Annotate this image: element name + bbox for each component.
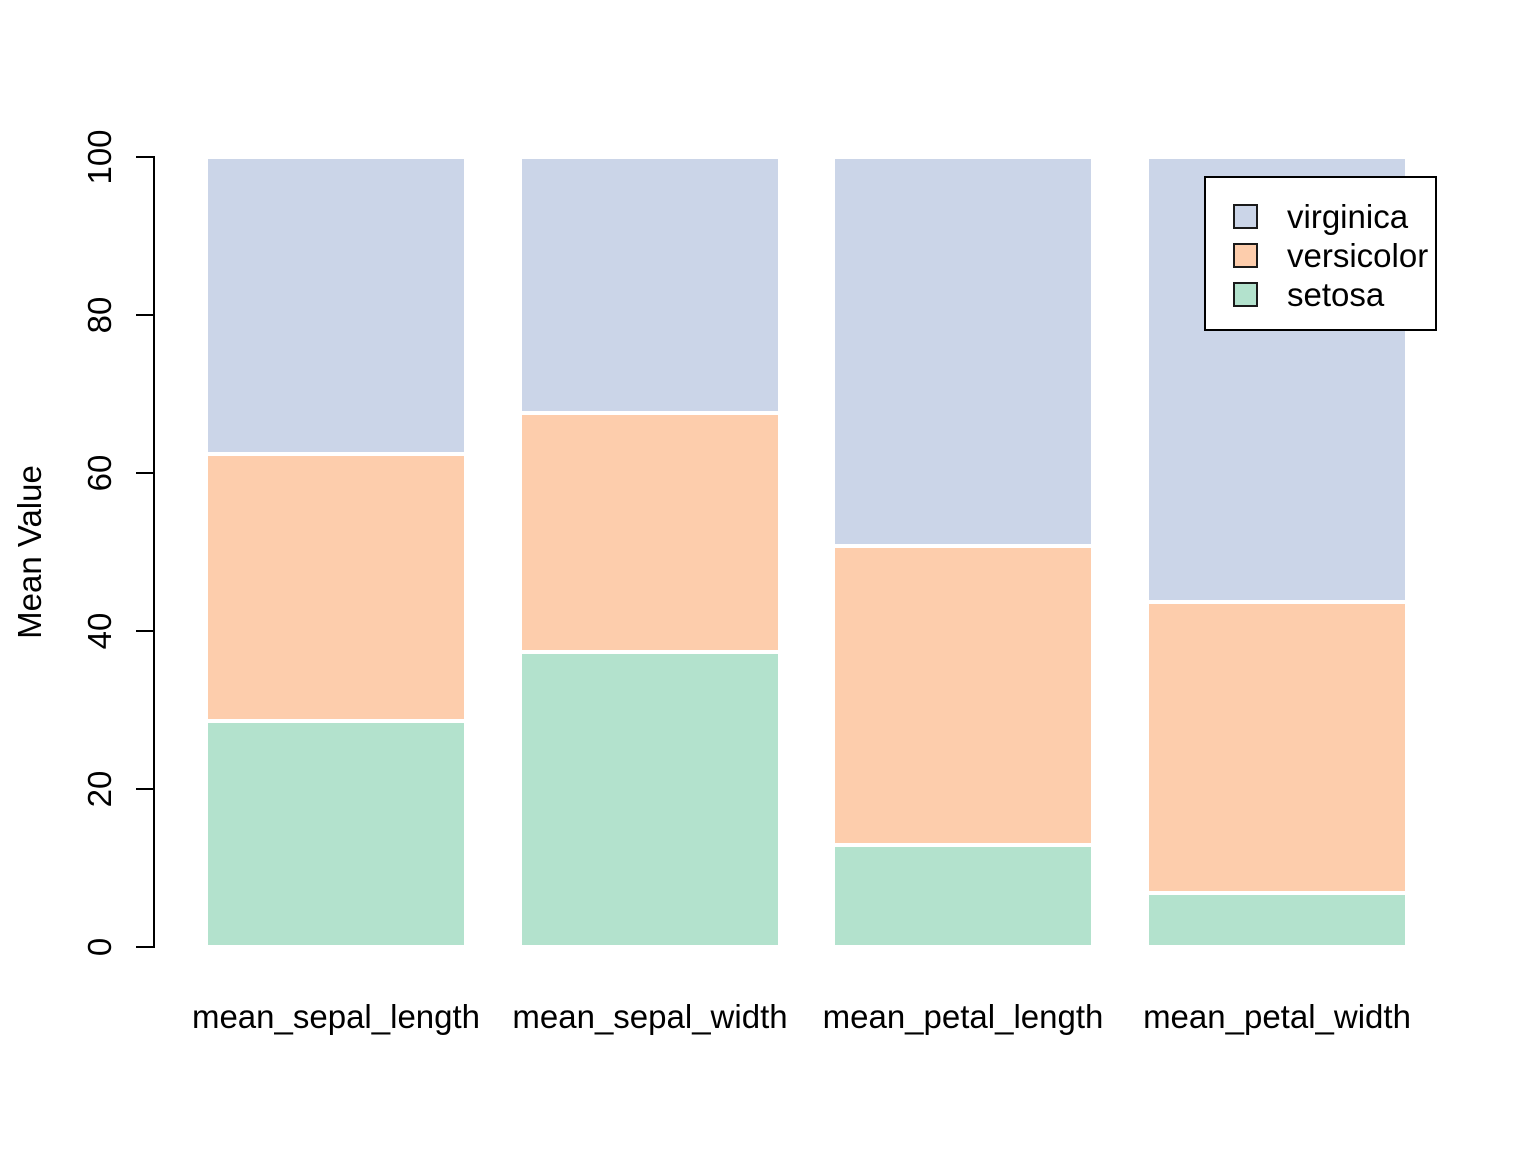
legend-swatch-setosa [1233,282,1258,307]
legend-label-versicolor: versicolor [1287,237,1429,274]
x-axis-label-mean_petal_length: mean_petal_length [822,998,1104,1035]
bar-segment-versicolor [520,413,780,652]
bar-segment-virginica [206,157,466,454]
y-tick-mark [136,788,153,790]
y-tick-label: 0 [81,937,118,957]
y-tick-label: 80 [81,296,118,334]
y-tick-label: 60 [81,454,118,492]
bar-segment-setosa [833,844,1093,947]
y-axis-title: Mean Value [11,465,48,639]
legend-label-virginica: virginica [1287,198,1409,235]
bar-segment-virginica [833,157,1093,546]
x-axis-label-mean_sepal_width: mean_sepal_width [512,998,788,1035]
bar-segment-setosa [206,721,466,947]
bar-segment-virginica [520,157,780,414]
y-tick-mark [136,472,153,474]
x-axis-label-mean_sepal_length: mean_sepal_length [191,998,481,1035]
bar-segment-versicolor [206,453,466,722]
y-tick-mark [136,630,153,632]
legend-swatch-versicolor [1233,243,1258,268]
y-tick-label: 100 [81,129,118,185]
x-axis-label-mean_petal_width: mean_petal_width [1143,998,1411,1035]
bar-segment-setosa [520,651,780,947]
y-tick-mark [136,946,153,948]
y-axis-line [153,156,155,948]
bar-segment-setosa [1147,892,1407,947]
legend-row-virginica: virginica [1233,197,1435,236]
y-tick-mark [136,314,153,316]
legend-row-versicolor: versicolor [1233,236,1435,275]
y-tick-label: 40 [81,612,118,650]
bar-segment-versicolor [833,545,1093,845]
legend-row-setosa: setosa [1233,275,1435,314]
y-tick-label: 20 [81,770,118,808]
legend-label-setosa: setosa [1287,276,1385,313]
bar-segment-versicolor [1147,601,1407,893]
legend-swatch-virginica [1233,204,1258,229]
y-tick-mark [136,156,153,158]
legend: virginica versicolor setosa [1204,176,1437,331]
